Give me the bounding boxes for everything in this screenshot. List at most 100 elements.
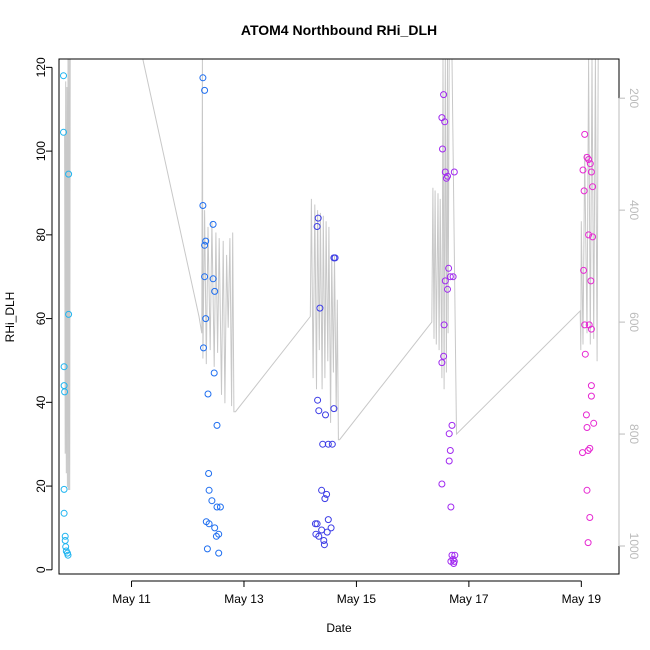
y-tick-label-20: 20	[34, 479, 48, 493]
y-tick-label-80: 80	[34, 228, 48, 242]
data-point-s4-3	[441, 118, 449, 126]
data-point-s3-3	[316, 304, 324, 312]
x-tick-label-15: May 15	[337, 592, 377, 606]
data-point-s5-18	[587, 392, 595, 400]
data-point-s3-13	[318, 486, 326, 494]
data-point-s4-11	[449, 273, 457, 281]
data-point-s4-12	[441, 277, 449, 285]
data-point-s5-26	[586, 514, 594, 521]
data-point-s2-19	[205, 520, 213, 528]
data-point-s5-1	[581, 130, 589, 138]
data-point-s2-1	[199, 74, 207, 82]
data-point-s2-20	[211, 524, 219, 532]
data-point-s5-15	[587, 325, 595, 333]
right-tick-label-600: 600	[627, 312, 641, 332]
data-point-s1-1	[60, 72, 67, 80]
data-point-s3-9	[330, 405, 338, 413]
y-tick-label-120: 120	[34, 57, 48, 77]
data-point-s5-20	[590, 419, 598, 427]
right-tick-label-200: 200	[627, 88, 641, 108]
data-point-s4-15	[438, 359, 446, 367]
data-point-s5-12	[580, 266, 588, 274]
data-points	[60, 72, 598, 567]
data-point-s2-6	[201, 273, 209, 281]
right-tick-label-800: 800	[627, 424, 641, 444]
data-point-s1-10	[62, 543, 70, 551]
data-point-s3-25	[320, 541, 328, 549]
data-point-s2-17	[208, 497, 216, 505]
data-point-s4-27	[451, 551, 459, 559]
data-point-s2-10	[209, 220, 217, 228]
data-point-s1-9	[61, 537, 69, 544]
data-point-s3-2	[313, 223, 321, 230]
data-point-s5-7	[580, 187, 588, 195]
data-point-s4-8	[450, 168, 458, 176]
data-point-s3-5	[330, 254, 338, 262]
data-point-s2-25	[203, 545, 211, 553]
x-tick-label-19: May 19	[562, 592, 602, 606]
data-point-s3-14	[321, 495, 329, 503]
data-point-s5-4	[586, 160, 594, 168]
data-point-s4-16	[440, 352, 448, 360]
plot-frame	[58, 58, 620, 575]
data-point-s1-2	[60, 128, 67, 136]
data-point-s4-19	[446, 447, 454, 454]
chart-title: ATOM4 Northbound RHi_DLH	[241, 22, 437, 38]
data-point-s3-6	[314, 396, 322, 404]
data-point-s1-6	[60, 485, 68, 493]
data-point-s4-7	[444, 172, 451, 180]
data-point-s2-5	[202, 237, 210, 245]
data-point-s1-7	[60, 509, 68, 517]
data-point-s1-5	[61, 388, 69, 396]
data-point-s3-1	[314, 214, 322, 222]
data-point-s5-8	[589, 183, 597, 191]
data-point-s3-15	[323, 490, 331, 498]
data-point-s5-16	[581, 350, 589, 358]
data-point-s2-14	[213, 421, 221, 429]
data-point-s4-28	[450, 560, 458, 567]
data-point-s4-22	[447, 503, 455, 511]
data-point-s4-2	[438, 114, 446, 122]
data-point-s5-10	[589, 233, 597, 241]
y-tick-label-0: 0	[34, 566, 48, 573]
data-point-s3-17	[313, 520, 321, 528]
data-point-s4-18	[445, 430, 453, 438]
data-point-s4-4	[439, 145, 446, 153]
data-point-s5-19	[582, 411, 590, 419]
data-point-s2-9	[204, 390, 212, 398]
x-axis: May 11 May 13 May 15 May 17 May 19	[112, 580, 602, 606]
data-point-s3-12	[328, 440, 336, 448]
right-tick-label-400: 400	[627, 200, 641, 220]
data-point-s5-14	[585, 321, 593, 329]
data-point-s4-17	[448, 421, 456, 429]
data-point-s4-1	[440, 91, 448, 99]
right-axis: 200 400 600 800 1000	[618, 88, 641, 560]
data-point-s5-2	[583, 153, 591, 161]
x-axis-label: Date	[326, 621, 352, 635]
data-point-s2-4	[201, 241, 209, 249]
x-tick-label-13: May 13	[224, 592, 264, 606]
data-point-s3-7	[315, 407, 323, 415]
data-point-s5-17	[587, 382, 595, 390]
data-point-s1-14	[65, 170, 73, 178]
data-point-s4-13	[444, 285, 451, 293]
y-tick-label-40: 40	[34, 395, 48, 409]
data-point-s1-13	[64, 551, 72, 559]
data-point-s5-25	[583, 486, 591, 494]
right-tick-label-1000: 1000	[627, 533, 641, 560]
data-point-s4-21	[438, 480, 446, 488]
data-point-s2-22	[215, 530, 223, 538]
data-point-s4-9	[445, 264, 453, 272]
data-point-s3-21	[323, 528, 331, 536]
data-point-s2-8	[200, 344, 207, 352]
data-point-s2-2	[199, 202, 207, 209]
data-point-s5-24	[579, 449, 586, 457]
pressure-line	[64, 58, 599, 491]
data-point-s3-24	[320, 537, 328, 544]
data-point-s2-12	[211, 287, 219, 295]
data-point-s1-15	[65, 310, 73, 318]
data-point-s5-9	[585, 231, 593, 239]
data-point-s5-5	[579, 166, 587, 174]
data-point-s3-11	[324, 440, 332, 448]
data-point-s2-15	[205, 470, 213, 477]
